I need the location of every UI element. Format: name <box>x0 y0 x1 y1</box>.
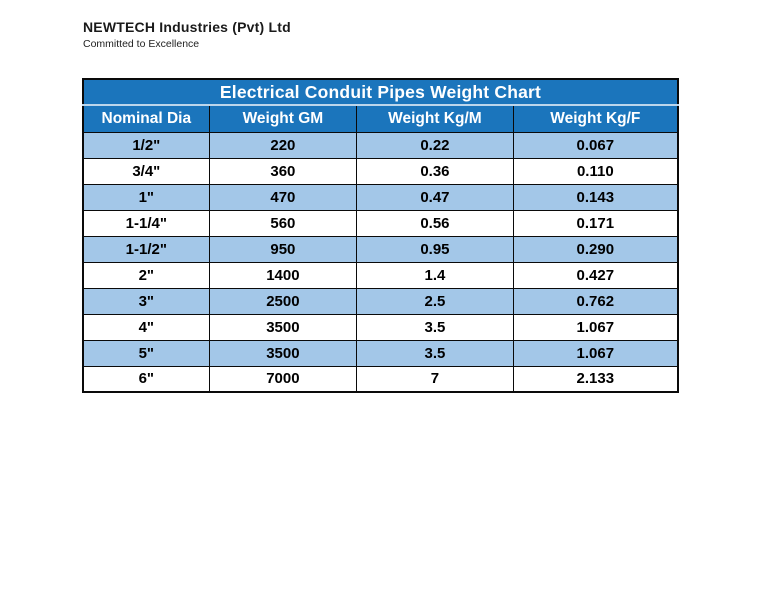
table-cell: 0.95 <box>356 235 514 263</box>
table-body: 1/2" 220 0.22 0.067 3/4" 360 0.36 0.110 1" 470 0.4… <box>82 131 679 393</box>
table-cell: 5" <box>82 339 210 367</box>
company-tagline: Committed to Excellence <box>83 38 200 50</box>
table-cell: 1.067 <box>512 313 679 341</box>
table-row: 4" 3500 3.5 1.067 <box>82 313 679 341</box>
table-cell: 3/4" <box>82 157 210 185</box>
table-cell: 220 <box>208 131 358 159</box>
table-cell: 0.22 <box>356 131 514 159</box>
table-cell: 0.171 <box>512 209 679 237</box>
table-row: 2" 1400 1.4 0.427 <box>82 261 679 289</box>
table-cell: 0.427 <box>512 261 679 289</box>
company-name: NEWTECH Industries (Pvt) Ltd <box>83 19 291 35</box>
table-cell: 2.5 <box>356 287 514 315</box>
table-cell: 3500 <box>208 339 358 367</box>
table-cell: 360 <box>208 157 358 185</box>
column-header-weight-gm: Weight GM <box>208 105 358 133</box>
table-cell: 1.067 <box>512 339 679 367</box>
weight-chart-table: Electrical Conduit Pipes Weight Chart No… <box>82 78 679 393</box>
table-cell: 1.4 <box>356 261 514 289</box>
table-row: 6" 7000 7 2.133 <box>82 365 679 393</box>
table-cell: 2.133 <box>512 365 679 393</box>
table-cell: 0.36 <box>356 157 514 185</box>
company-header: NEWTECH Industries (Pvt) Ltd Committed t… <box>83 19 291 50</box>
table-cell: 0.762 <box>512 287 679 315</box>
table-cell: 3.5 <box>356 339 514 367</box>
table-cell: 4" <box>82 313 210 341</box>
column-header-weight-kg-f: Weight Kg/F <box>512 105 679 133</box>
table-title: Electrical Conduit Pipes Weight Chart <box>83 79 678 106</box>
table-cell: 470 <box>208 183 358 211</box>
table-cell: 1-1/4" <box>82 209 210 237</box>
table-row: 5" 3500 3.5 1.067 <box>82 339 679 367</box>
table-cell: 0.290 <box>512 235 679 263</box>
table-cell: 0.143 <box>512 183 679 211</box>
table-row: 1" 470 0.47 0.143 <box>82 183 679 211</box>
table-row: 1-1/4" 560 0.56 0.171 <box>82 209 679 237</box>
table-cell: 0.067 <box>512 131 679 159</box>
column-header-weight-kg-m: Weight Kg/M <box>356 105 514 133</box>
column-header-nominal-dia: Nominal Dia <box>82 105 210 133</box>
table-row: 3" 2500 2.5 0.762 <box>82 287 679 315</box>
table-cell: 3" <box>82 287 210 315</box>
table-row: 1-1/2" 950 0.95 0.290 <box>82 235 679 263</box>
table-cell: 1" <box>82 183 210 211</box>
table-cell: 560 <box>208 209 358 237</box>
table-cell: 1-1/2" <box>82 235 210 263</box>
table-row: 3/4" 360 0.36 0.110 <box>82 157 679 185</box>
table-cell: 950 <box>208 235 358 263</box>
table-cell: 2500 <box>208 287 358 315</box>
table-cell: 3500 <box>208 313 358 341</box>
table-header-row: Nominal Dia Weight GM Weight Kg/M Weight Kg… <box>82 105 679 133</box>
table-row: 1/2" 220 0.22 0.067 <box>82 131 679 159</box>
table-cell: 0.47 <box>356 183 514 211</box>
table-cell: 1400 <box>208 261 358 289</box>
table-cell: 6" <box>82 365 210 393</box>
table-cell: 3.5 <box>356 313 514 341</box>
table-cell: 7000 <box>208 365 358 393</box>
table-title-row: Electrical Conduit Pipes Weight Chart <box>83 79 678 106</box>
table-cell: 1/2" <box>82 131 210 159</box>
table-cell: 0.110 <box>512 157 679 185</box>
table-cell: 7 <box>356 365 514 393</box>
table-cell: 2" <box>82 261 210 289</box>
table-cell: 0.56 <box>356 209 514 237</box>
